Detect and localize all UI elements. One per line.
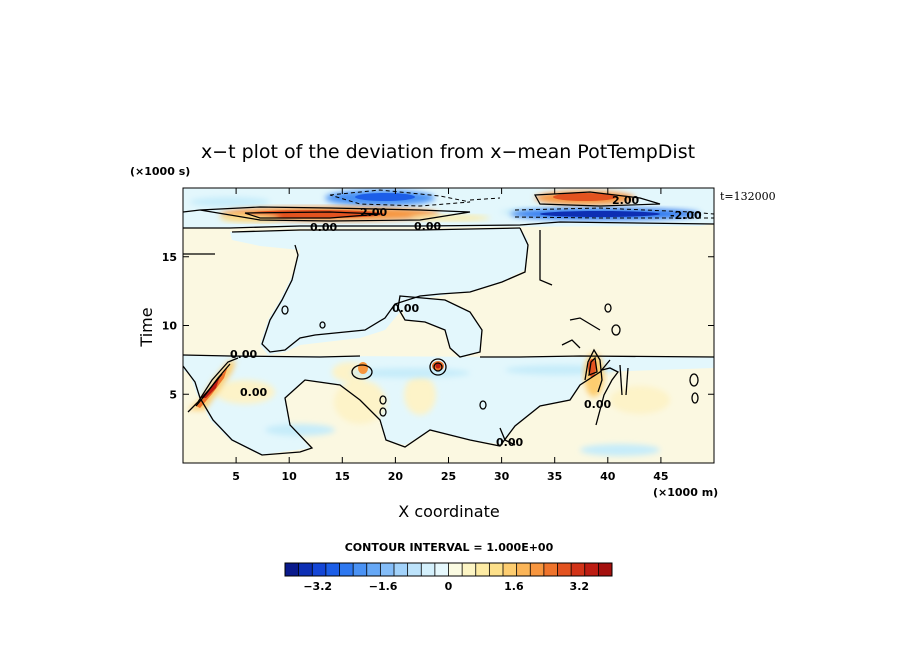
colorbar-swatch (475, 563, 490, 576)
contour-label: 0.00 (240, 386, 267, 399)
colorbar-swatch (434, 563, 449, 576)
colorbar-swatch (339, 563, 354, 576)
contour-labels: 0.00 0.00 0.00 0.00 0.00 0.00 0.00 2.00 … (230, 194, 702, 449)
contour-label: 0.00 (496, 436, 523, 449)
x-tick-label: 20 (388, 470, 404, 483)
x-tick-label: 35 (547, 470, 562, 483)
colorbar-frame (284, 562, 613, 577)
contour-label: 0.00 (584, 398, 611, 411)
colorbar-tick-label: −3.2 (303, 580, 332, 593)
y-tick-label: 15 (162, 251, 177, 264)
colorbar-swatch (353, 563, 368, 576)
colorbar-swatch (516, 563, 531, 576)
contour-label: -2.00 (670, 209, 702, 222)
upper-contours (183, 191, 661, 222)
colorbar-swatch (407, 563, 422, 576)
colorbar-swatch (489, 563, 504, 576)
colorbar-swatch (557, 563, 572, 576)
contour-interval-label: CONTOUR INTERVAL = 1.000E+00 (345, 541, 554, 554)
plot-area (183, 188, 714, 463)
y-axis: 5 10 15 (162, 251, 714, 401)
x-axis-label: X coordinate (398, 502, 499, 521)
contour-label: 2.00 (612, 194, 639, 207)
contour-label: 0.00 (392, 302, 419, 315)
x-unit-label: (×1000 m) (653, 486, 718, 499)
chart-title: x−t plot of the deviation from x−mean Po… (201, 141, 695, 163)
colorbar-swatch (462, 563, 477, 576)
colorbar-tick-label: 3.2 (570, 580, 590, 593)
colorbar-swatch (503, 563, 518, 576)
x-tick-label: 40 (600, 470, 616, 483)
colorbar-swatch (285, 563, 300, 576)
contour-label: 0.00 (310, 221, 337, 234)
colorbar (284, 562, 613, 577)
colorbar-swatch (571, 563, 586, 576)
y-unit-label: (×1000 s) (130, 165, 190, 178)
contour-lines (183, 221, 714, 456)
contour-label: 0.00 (230, 348, 257, 361)
time-stamp: t=132000 (720, 190, 776, 203)
colorbar-tick-label: −1.6 (369, 580, 398, 593)
y-axis-label: Time (137, 307, 156, 347)
colorbar-swatch (366, 563, 381, 576)
colorbar-tick-label: 1.6 (504, 580, 524, 593)
colorbar-swatch (312, 563, 327, 576)
x-tick-label: 30 (494, 470, 510, 483)
x-tick-label: 15 (335, 470, 350, 483)
colorbar-swatch (448, 563, 463, 576)
colorbar-swatch (584, 563, 599, 576)
colorbar-swatch (530, 563, 545, 576)
x-tick-label: 10 (282, 470, 298, 483)
x-tick-label: 25 (441, 470, 456, 483)
colorbar-swatch (394, 563, 409, 576)
colorbar-swatch (598, 563, 613, 576)
negative-contours (329, 189, 714, 219)
x-tick-label: 45 (653, 470, 668, 483)
colorbar-tick-label: 0 (445, 580, 453, 593)
colorbar-swatch (543, 563, 558, 576)
colorbar-swatch (380, 563, 395, 576)
colorbar-swatch (298, 563, 313, 576)
contour-label: 2.00 (360, 206, 387, 219)
x-axis: 5 10 15 20 25 30 35 40 45 (232, 188, 669, 483)
x-tick-label: 5 (232, 470, 240, 483)
contour-label: 0.00 (414, 220, 441, 233)
colorbar-swatch (421, 563, 436, 576)
colorbar-swatch (325, 563, 340, 576)
y-tick-label: 10 (162, 320, 178, 333)
y-tick-label: 5 (169, 388, 177, 401)
colorbar-ticks: −3.2 −1.6 0 1.6 3.2 (303, 580, 589, 593)
